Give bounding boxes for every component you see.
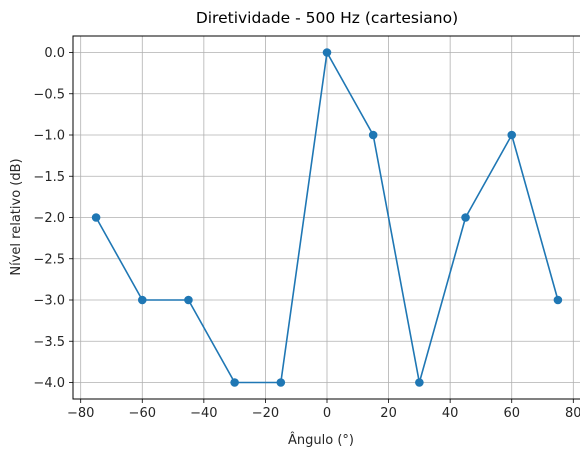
data-point — [91, 213, 101, 222]
x-tick-label: −40 — [190, 406, 217, 421]
y-tick-label: −2.0 — [33, 211, 65, 226]
y-tick-label: −1.0 — [33, 129, 65, 144]
data-point — [368, 130, 378, 140]
y-tick-label: −3.5 — [33, 335, 65, 350]
y-tick-label: −4.0 — [33, 376, 65, 391]
y-tick-label: −3.0 — [33, 294, 65, 309]
y-tick-label: −1.5 — [33, 170, 65, 185]
x-tick-label: −20 — [252, 406, 279, 421]
grid — [73, 36, 580, 399]
plot-area-frame — [72, 35, 580, 400]
y-axis-label: Nível relativo (dB) — [9, 158, 24, 275]
chart-title: Diretividade - 500 Hz (cartesiano) — [196, 9, 458, 27]
data-point — [507, 130, 517, 140]
x-tick-label: 80 — [565, 406, 580, 421]
y-tick-label: 0.0 — [44, 46, 65, 61]
x-tick-label: 40 — [442, 406, 459, 421]
x-tick-label: 0 — [323, 406, 331, 421]
data-point — [230, 378, 239, 387]
data-point — [461, 213, 470, 222]
data-point — [184, 295, 193, 305]
x-axis-label: Ângulo (°) — [288, 432, 354, 448]
series-line — [91, 48, 563, 387]
data-point — [276, 378, 286, 387]
x-tick-label: 60 — [503, 406, 520, 421]
data-point — [137, 295, 147, 305]
axis-ticks: −80 −60 −40 −20 0 20 40 60 80 0.0 −0.5 −1.0 −1.5 −2.0… — [33, 46, 580, 421]
data-point — [322, 48, 332, 57]
data-point — [553, 295, 563, 305]
x-tick-label: −80 — [67, 406, 94, 421]
y-tick-label: −0.5 — [33, 87, 65, 102]
x-tick-label: 20 — [380, 406, 397, 421]
y-tick-label: −2.5 — [33, 252, 65, 267]
x-tick-label: −60 — [129, 406, 156, 421]
data-point — [415, 378, 424, 387]
